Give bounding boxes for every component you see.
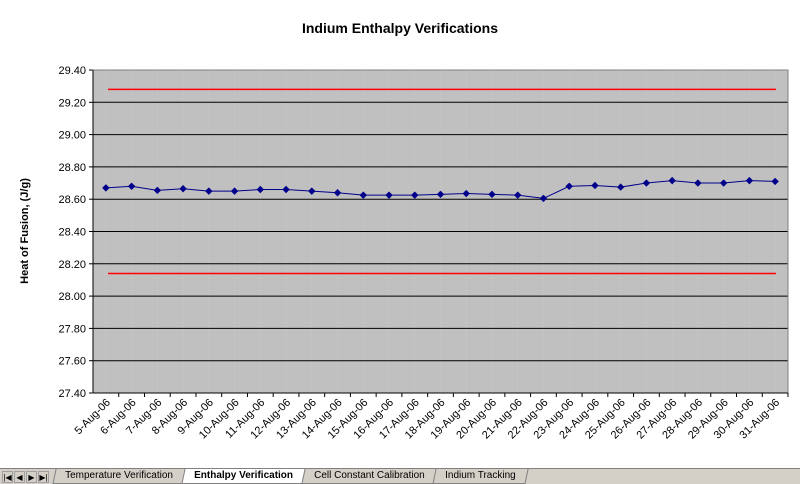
last-sheet-button[interactable]: ▶| xyxy=(38,470,49,483)
data-point xyxy=(102,184,110,192)
data-point xyxy=(436,190,445,199)
y-tick-label: 28.40 xyxy=(58,227,86,239)
data-point xyxy=(411,191,419,199)
data-point xyxy=(359,191,367,199)
sheet-tab-bar: |◀ ◀ ▶ ▶| Temperature Verification Entha… xyxy=(0,468,800,484)
data-point xyxy=(179,184,187,193)
data-point xyxy=(462,189,470,198)
chart-title: Indium Enthalpy Verifications xyxy=(302,20,498,36)
y-tick-label: 29.00 xyxy=(58,130,86,142)
data-point xyxy=(668,176,676,185)
data-point xyxy=(514,191,522,199)
data-point xyxy=(230,187,239,195)
y-tick-label: 28.60 xyxy=(58,194,86,206)
tab-cell-constant-calibration[interactable]: Cell Constant Calibration xyxy=(301,469,437,484)
data-point xyxy=(771,177,779,186)
sheet-tabs: Temperature Verification Enthalpy Verifi… xyxy=(52,469,529,484)
data-point xyxy=(616,183,625,191)
tab-label: Enthalpy Verification xyxy=(193,470,293,481)
y-tick-label: 28.00 xyxy=(58,291,86,303)
data-point xyxy=(591,181,599,190)
y-tick-label: 27.80 xyxy=(58,323,86,335)
data-point xyxy=(642,179,651,187)
data-point xyxy=(205,187,213,195)
y-tick-label: 28.20 xyxy=(58,259,86,271)
data-point xyxy=(282,185,290,194)
plot-area: 27.40 27.60 27.80 28.00 28.20 28.40 28.60 28.80… xyxy=(58,65,789,441)
first-sheet-button[interactable]: |◀ xyxy=(2,470,13,483)
y-tick-label: 27.60 xyxy=(58,356,86,368)
y-axis-label: Heat of Fusion, (J/g) xyxy=(19,178,31,284)
data-point xyxy=(153,186,162,195)
data-point xyxy=(256,185,265,194)
tab-enthalpy-verification[interactable]: Enthalpy Verification xyxy=(181,469,306,484)
y-tick-label: 29.20 xyxy=(58,97,86,109)
next-sheet-button[interactable]: ▶ xyxy=(26,470,37,483)
tab-label: Indium Tracking xyxy=(445,470,517,481)
data-point xyxy=(308,187,316,195)
y-tick-label: 27.40 xyxy=(58,388,86,400)
y-tick-label: 28.80 xyxy=(58,162,86,174)
tab-indium-tracking[interactable]: Indium Tracking xyxy=(432,469,529,484)
tab-navigation: |◀ ◀ ▶ ▶| xyxy=(0,469,49,484)
prev-sheet-button[interactable]: ◀ xyxy=(14,470,25,483)
data-point xyxy=(694,179,702,187)
tab-label: Cell Constant Calibration xyxy=(313,470,425,481)
data-point xyxy=(719,179,728,187)
data-point xyxy=(385,191,393,199)
data-point xyxy=(745,176,754,185)
chart: Indium Enthalpy Verifications Heat of Fu… xyxy=(19,20,789,441)
data-point xyxy=(127,182,136,190)
data-point xyxy=(565,182,573,190)
y-tick-label: 29.40 xyxy=(58,65,86,77)
data-point xyxy=(488,190,496,199)
data-point xyxy=(333,189,342,197)
tab-label: Temperature Verification xyxy=(65,470,173,481)
data-point xyxy=(539,194,548,203)
tab-temperature-verification[interactable]: Temperature Verification xyxy=(52,469,186,484)
